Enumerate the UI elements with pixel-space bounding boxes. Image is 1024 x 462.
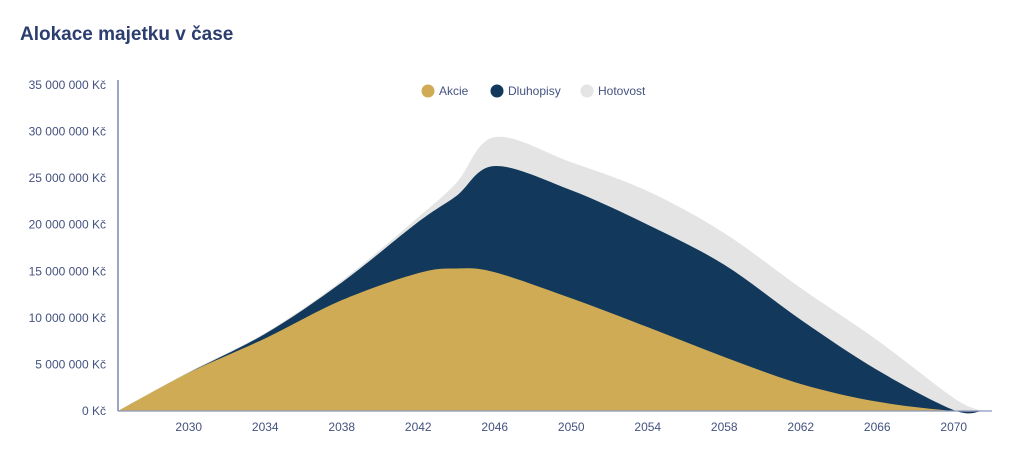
x-tick-label: 2050 [558, 420, 585, 434]
y-tick-label: 15 000 000 Kč [29, 264, 106, 278]
x-tick-label: 2038 [328, 420, 355, 434]
chart-title: Alokace majetku v čase [20, 24, 234, 45]
y-tick-label: 20 000 000 Kč [29, 218, 106, 232]
x-tick-label: 2046 [481, 420, 508, 434]
legend-marker-hotovost [580, 84, 594, 98]
x-tick-label: 2062 [787, 420, 814, 434]
x-tick-label: 2042 [405, 420, 432, 434]
y-tick-label: 5 000 000 Kč [35, 357, 106, 371]
x-tick-label: 2034 [252, 420, 279, 434]
area-akcie [118, 268, 983, 412]
x-tick-label: 2070 [940, 420, 967, 434]
x-tick-label: 2054 [634, 420, 661, 434]
x-tick-label: 2066 [864, 420, 891, 434]
legend-label-hotovost: Hotovost [598, 84, 646, 98]
x-tick-label: 2030 [175, 420, 202, 434]
legend-label-akcie: Akcie [439, 84, 469, 98]
legend-label-dluhopisy: Dluhopisy [508, 84, 561, 98]
legend-marker-dluhopisy [490, 84, 504, 98]
y-tick-label: 30 000 000 Kč [29, 125, 106, 139]
y-tick-label: 0 Kč [82, 404, 106, 418]
y-tick-label: 10 000 000 Kč [29, 311, 106, 325]
y-tick-label: 35 000 000 Kč [29, 78, 106, 92]
legend-marker-akcie [421, 84, 435, 98]
x-tick-label: 2058 [711, 420, 738, 434]
y-tick-label: 25 000 000 Kč [29, 171, 106, 185]
